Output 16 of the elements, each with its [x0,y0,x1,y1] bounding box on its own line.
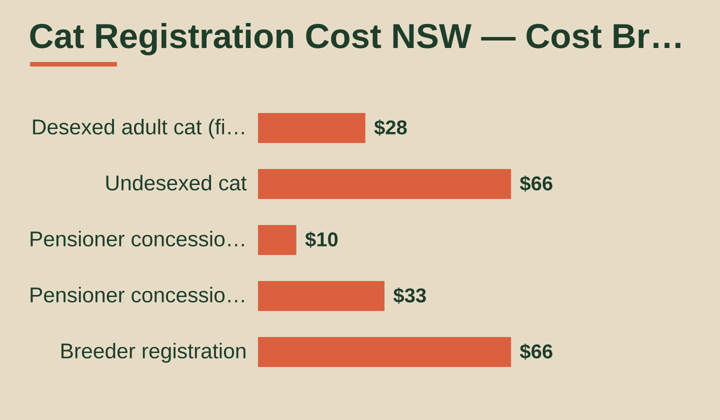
bar [258,336,511,367]
y-tick-label: Pensioner concessio… [30,286,244,302]
y-tick-label: Pensioner concessio… [30,230,244,246]
data-label: $33 [393,287,426,304]
data-label: $10 [305,231,338,248]
bar [258,169,511,199]
bar [258,113,366,143]
data-label: $66 [520,175,552,192]
y-tick-label: Breeder registration [61,342,246,363]
chart-title: Cat Registration Cost NSW — Cost Br… [30,23,680,56]
data-label: $28 [374,119,407,136]
bar [258,280,384,311]
data-label: $66 [520,343,552,360]
bar [258,224,296,255]
y-tick-label: Undesexed cat [106,174,247,190]
y-tick-label: Desexed adult cat (fi… [33,118,244,139]
